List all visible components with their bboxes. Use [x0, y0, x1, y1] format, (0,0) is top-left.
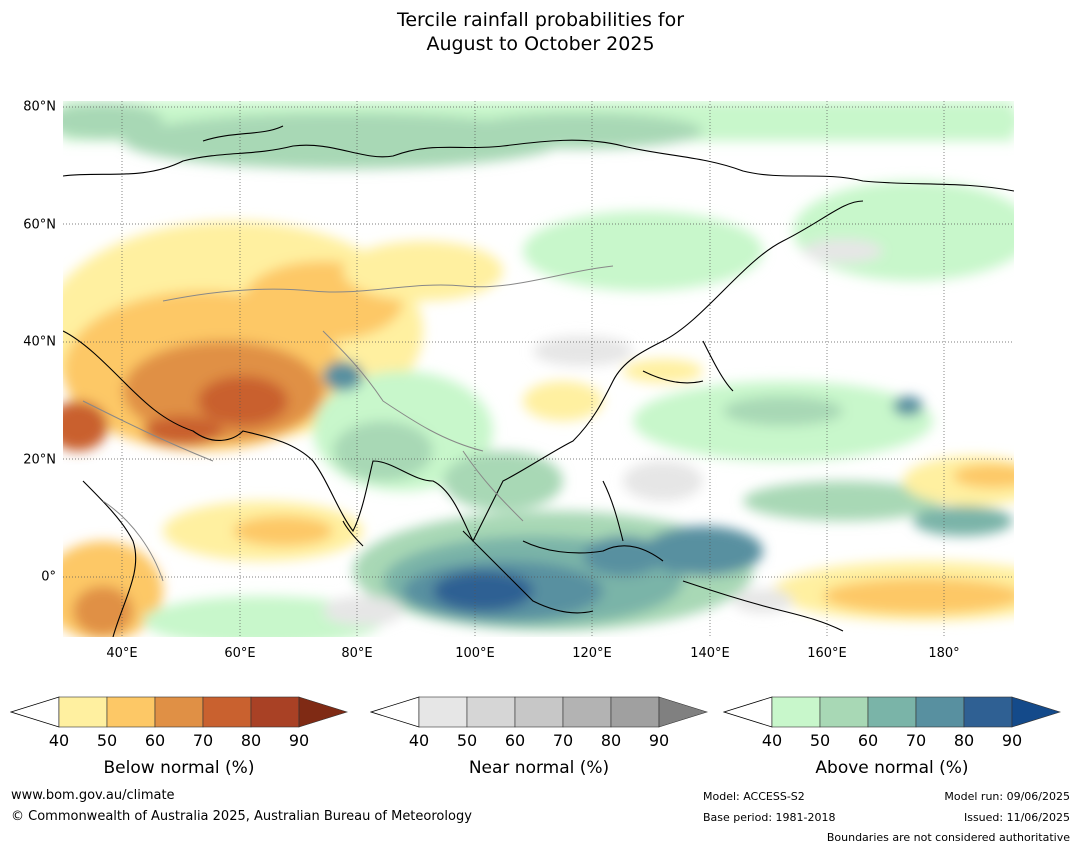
below-tick-80: 80	[240, 731, 262, 750]
above-tick-60: 60	[857, 731, 879, 750]
colorbar-near-swatch-80	[610, 696, 660, 728]
lon-label-100e: 100°E	[455, 646, 495, 661]
probability-map	[63, 101, 1014, 637]
country-boundaries	[82, 265, 614, 582]
colorbar-near-swatch-50	[466, 696, 516, 728]
website-link[interactable]: www.bom.gov.au/climate	[11, 788, 175, 803]
colorbar-above-swatch-40	[771, 696, 821, 728]
lat-label-40n: 40°N	[23, 334, 56, 350]
colorbar-below-swatch-60	[154, 696, 204, 728]
above-tick-40: 40	[761, 731, 783, 750]
below-tick-90: 90	[288, 731, 310, 750]
colorbar-above-swatch-80	[963, 696, 1013, 728]
below-tick-70: 70	[192, 731, 214, 750]
disclaimer-label: Boundaries are not considered authoritat…	[826, 831, 1070, 844]
lon-label-160e: 160°E	[807, 646, 847, 661]
near-tick-40: 40	[408, 731, 430, 750]
copyright-notice: © Commonwealth of Australia 2025, Austra…	[11, 809, 472, 824]
near-tick-90: 90	[648, 731, 670, 750]
colorbar-above-title: Above normal (%)	[815, 758, 969, 778]
lon-label-120e: 120°E	[572, 646, 612, 661]
near-tick-70: 70	[552, 731, 574, 750]
lon-label-60e: 60°E	[224, 646, 256, 661]
lon-label-180: 180°	[928, 646, 960, 661]
colorbar-below-swatch-70	[202, 696, 252, 728]
lon-label-80e: 80°E	[341, 646, 373, 661]
colorbar-near-swatch-40	[418, 696, 468, 728]
lat-label-60n: 60°N	[23, 217, 56, 233]
colorbar-above-swatch-50	[819, 696, 869, 728]
colorbar-above-normal	[723, 696, 1062, 728]
above-tick-50: 50	[809, 731, 831, 750]
below-tick-50: 50	[96, 731, 118, 750]
colorbar-below-max-arrow	[298, 696, 349, 728]
probability-fields	[63, 101, 1014, 637]
map-title: Tercile rainfall probabilities for Augus…	[0, 8, 1081, 56]
below-tick-60: 60	[144, 731, 166, 750]
near-tick-50: 50	[456, 731, 478, 750]
title-line-2: August to October 2025	[426, 33, 655, 55]
colorbar-above-swatch-70	[915, 696, 965, 728]
above-tick-80: 80	[953, 731, 975, 750]
lat-label-20n: 20°N	[23, 452, 56, 468]
issued-label: Issued: 11/06/2025	[963, 811, 1070, 824]
lon-label-40e: 40°E	[106, 646, 138, 661]
colorbar-below-title: Below normal (%)	[103, 758, 255, 778]
colorbar-below-swatch-80	[250, 696, 300, 728]
colorbar-above-min-arrow	[723, 696, 773, 728]
near-tick-80: 80	[600, 731, 622, 750]
lat-label-0: 0°	[41, 569, 56, 585]
below-tick-40: 40	[48, 731, 70, 750]
lat-label-80n: 80°N	[23, 99, 56, 115]
colorbar-near-normal	[370, 696, 709, 728]
colorbar-near-min-arrow	[370, 696, 420, 728]
above-tick-90: 90	[1001, 731, 1023, 750]
colorbar-near-title: Near normal (%)	[468, 758, 610, 778]
near-tick-60: 60	[504, 731, 526, 750]
model-run-label: Model run: 09/06/2025	[944, 790, 1070, 803]
model-label: Model: ACCESS-S2	[703, 790, 805, 803]
lon-label-140e: 140°E	[690, 646, 730, 661]
base-period-label: Base period: 1981-2018	[703, 811, 836, 824]
colorbar-above-swatch-60	[867, 696, 917, 728]
colorbar-below-min-arrow	[10, 696, 60, 728]
colorbar-near-swatch-70	[562, 696, 612, 728]
colorbar-below-normal	[10, 696, 349, 728]
colorbar-near-max-arrow	[658, 696, 709, 728]
above-tick-70: 70	[905, 731, 927, 750]
graticule	[63, 101, 1014, 637]
title-line-1: Tercile rainfall probabilities for	[396, 9, 685, 31]
colorbar-near-swatch-60	[514, 696, 564, 728]
colorbar-above-max-arrow	[1011, 696, 1062, 728]
colorbar-below-swatch-50	[106, 696, 156, 728]
coastlines	[63, 125, 1014, 637]
colorbar-below-swatch-40	[58, 696, 108, 728]
